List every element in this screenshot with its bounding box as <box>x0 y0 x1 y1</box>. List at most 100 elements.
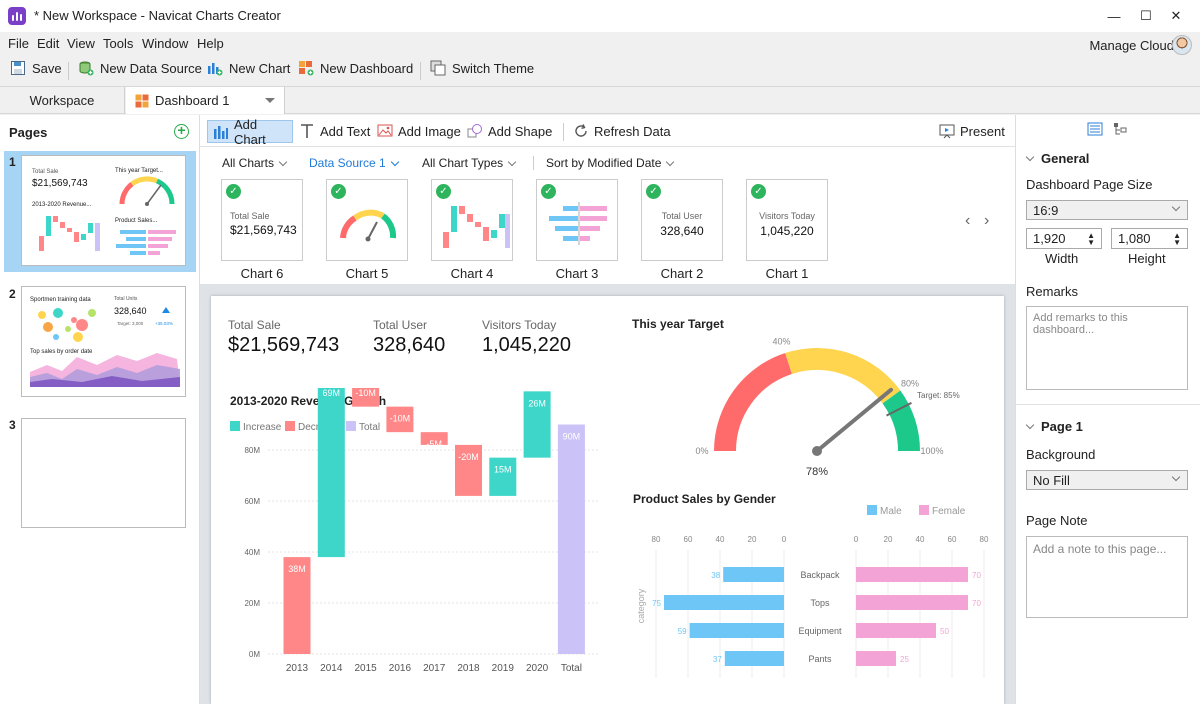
spin-arrows-icon[interactable]: ▲ ▼ <box>1087 231 1095 247</box>
editor-toolbar <box>200 115 1015 147</box>
chart-card-2[interactable]: ✓ Total User 328,640 <box>641 179 723 261</box>
card-kpi-value: 1,045,220 <box>760 224 814 238</box>
x-tick-label: 20 <box>884 535 893 544</box>
chevron-down-icon <box>1171 202 1181 212</box>
chart-card-6[interactable]: ✓ Total Sale $21,569,743 <box>221 179 303 261</box>
height-spinbox[interactable]: 1,080 ▲ ▼ <box>1111 228 1188 249</box>
panel-divider <box>1016 404 1200 405</box>
save-button[interactable]: Save <box>10 60 62 76</box>
menu-window[interactable]: Window <box>142 36 189 51</box>
tab-workspace[interactable]: Workspace <box>0 87 125 113</box>
menu-view[interactable]: View <box>67 36 95 51</box>
chart-card-label: Chart 4 <box>450 266 494 281</box>
page-thumbnail-3[interactable] <box>21 418 186 528</box>
chart-card-3[interactable]: ✓ <box>536 179 618 261</box>
page-thumbnail-1[interactable]: Total Sale $21,569,743 This year Target.… <box>21 155 186 266</box>
pages-title: Pages <box>9 125 48 140</box>
chart-card-5[interactable]: ✓ <box>326 179 408 261</box>
all-charts-filter[interactable]: All Charts <box>222 156 288 170</box>
data-source-label: Data Source 1 <box>309 156 386 170</box>
legend-label: Total <box>359 422 380 433</box>
data-label: 15M <box>494 465 512 475</box>
waterfall-bar <box>420 432 448 445</box>
legend-swatch <box>230 421 240 431</box>
male-bar <box>724 651 784 666</box>
page-header-label: Page 1 <box>1041 419 1083 434</box>
legend-swatch <box>867 505 877 515</box>
chart-card-1[interactable]: ✓ Visitors Today 1,045,220 <box>746 179 828 261</box>
thumb-title: Sportmen training data <box>30 297 91 303</box>
manage-cloud-link[interactable]: Manage Cloud <box>1089 38 1174 53</box>
tab-dashboard-1[interactable]: Dashboard 1 <box>126 87 285 114</box>
target-label: Target: 85% <box>917 391 960 400</box>
add-image-button[interactable]: Add Image <box>377 123 461 139</box>
present-icon <box>939 123 955 139</box>
chevron-down-icon <box>666 157 675 166</box>
x-tick-label: 2016 <box>389 663 412 674</box>
waterfall-bar <box>489 457 517 496</box>
present-button[interactable]: Present <box>939 123 1005 139</box>
close-button[interactable]: ✕ <box>1170 8 1182 23</box>
chart-card-4[interactable]: ✓ <box>431 179 513 261</box>
width-spinbox[interactable]: 1,920 ▲ ▼ <box>1026 228 1102 249</box>
x-tick-label: 80 <box>980 535 989 544</box>
chevron-left-icon[interactable]: ‹ <box>965 212 971 229</box>
minimize-button[interactable]: — <box>1107 8 1121 24</box>
data-source-filter[interactable]: Data Source 1 <box>309 156 399 170</box>
target-gauge-chart: This year Target 0% 40% 80% 100% Target: 85%… <box>632 317 960 478</box>
x-tick-label: 0 <box>782 535 787 544</box>
menu-tools[interactable]: Tools <box>103 36 134 51</box>
waterfall-bar <box>523 391 551 458</box>
chart-types-filter[interactable]: All Chart Types <box>422 156 517 170</box>
shape-icon <box>467 123 483 139</box>
image-icon <box>377 123 393 139</box>
chevron-down-icon <box>278 157 288 166</box>
page-note-label: Page Note <box>1026 513 1088 528</box>
chart-card-label: Chart 6 <box>240 266 284 281</box>
user-avatar[interactable] <box>1172 35 1192 55</box>
x-tick-label: 40 <box>916 535 925 544</box>
menu-file[interactable]: File <box>8 36 29 51</box>
chevron-down-icon <box>507 157 517 166</box>
x-tick-label: 60 <box>948 535 957 544</box>
add-page-icon[interactable]: + <box>174 123 189 139</box>
general-section-header[interactable]: General <box>1025 151 1090 166</box>
new-chart-button[interactable]: New Chart <box>207 60 290 76</box>
maximize-button[interactable]: ☐ <box>1140 8 1152 23</box>
properties-icon[interactable] <box>1087 122 1103 136</box>
spin-arrows-icon[interactable]: ▲ ▼ <box>1173 231 1181 247</box>
filter-divider <box>533 156 534 170</box>
sort-filter[interactable]: Sort by Modified Date <box>546 156 675 170</box>
chevron-down-icon[interactable] <box>265 98 276 103</box>
menu-help[interactable]: Help <box>197 36 224 51</box>
chevron-right-icon[interactable]: › <box>984 212 990 229</box>
check-icon: ✓ <box>751 184 766 199</box>
new-dashboard-button[interactable]: New Dashboard <box>298 60 413 76</box>
remarks-textarea[interactable]: Add remarks to this dashboard... <box>1026 306 1188 390</box>
add-text-button[interactable]: Add Text <box>299 123 370 139</box>
page-note-textarea[interactable]: Add a note to this page... <box>1026 536 1188 618</box>
tab-dashboard-label: Dashboard 1 <box>155 93 230 108</box>
page-thumbnail-2[interactable]: Sportmen training data Total Units 328,6… <box>21 286 186 397</box>
y-tick-label: 20M <box>244 599 260 608</box>
male-data-label: 75 <box>652 599 661 608</box>
app-icon <box>8 7 26 25</box>
x-tick-label: 0 <box>854 535 859 544</box>
page-size-select[interactable]: 16:9 <box>1026 200 1188 220</box>
y-tick-label: 80M <box>244 446 260 455</box>
page-section-header[interactable]: Page 1 <box>1025 419 1083 434</box>
thumb-kpi-label: Total Sale <box>32 169 59 175</box>
menu-edit[interactable]: Edit <box>37 36 60 51</box>
waterfall-bar <box>352 388 380 407</box>
refresh-data-button[interactable]: Refresh Data <box>573 123 671 139</box>
switch-theme-button[interactable]: Switch Theme <box>430 60 534 76</box>
background-value: No Fill <box>1033 472 1070 488</box>
kpi-label: Total Sale <box>228 318 281 332</box>
add-shape-button[interactable]: Add Shape <box>467 123 552 139</box>
background-select[interactable]: No Fill <box>1026 470 1188 490</box>
general-label: General <box>1041 151 1090 166</box>
female-data-label: 70 <box>972 571 981 580</box>
new-data-source-button[interactable]: New Data Source <box>78 60 202 76</box>
add-chart-button[interactable]: Add Chart <box>207 117 293 147</box>
layers-icon[interactable] <box>1113 122 1129 136</box>
